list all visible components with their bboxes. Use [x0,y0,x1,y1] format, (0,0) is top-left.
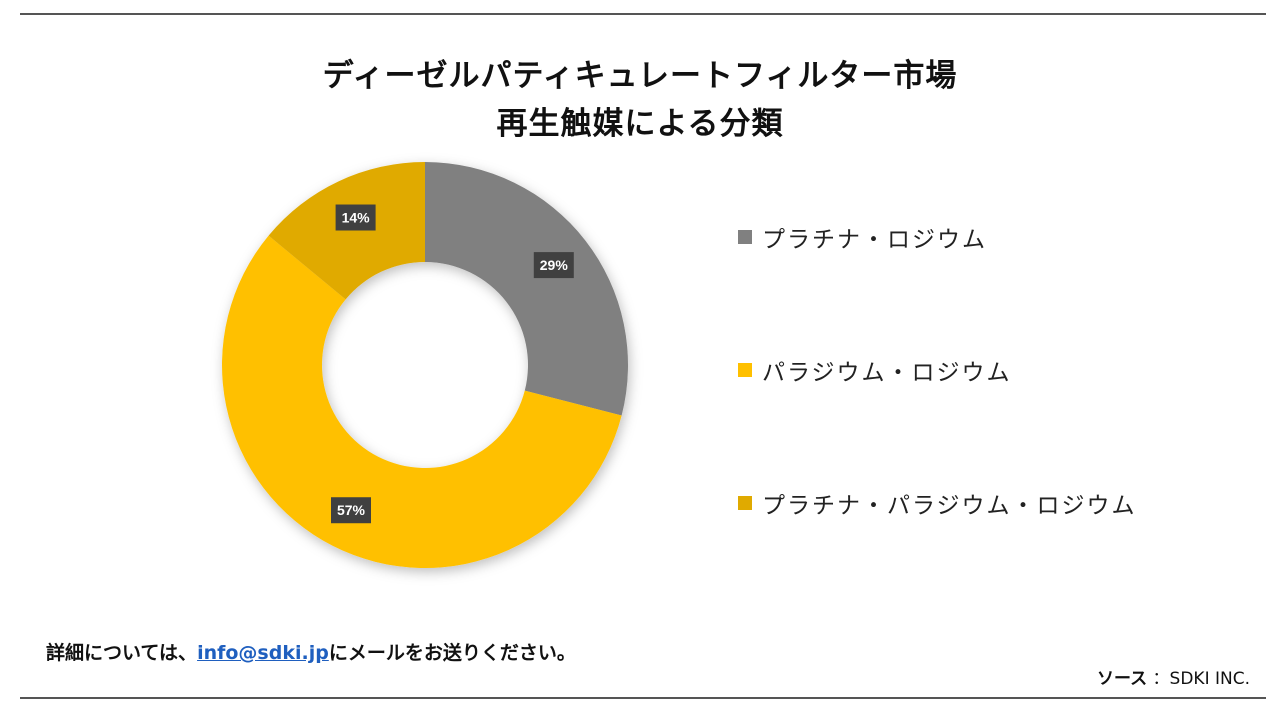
slice-data-label: 57% [330,497,371,524]
legend-item-platinum-palladium-rhodium: プラチナ・パラジウム・ロジウム [738,484,1137,522]
data-label-text: 57% [337,502,366,518]
data-label-box [330,497,371,524]
chart-title-line1: ディーゼルパティキュレートフィルター市場 [322,58,958,94]
legend-label: プラチナ・ロジウム [762,227,987,253]
data-label-box [335,204,376,231]
data-label-text: 29% [540,257,569,273]
legend-swatch [738,230,752,244]
donut-chart: 29% 57% 14% [221,162,628,569]
source-label: ソース [1096,669,1148,689]
donut-slice [221,235,622,569]
contact-prefix: 詳細については、 [46,642,198,664]
data-label-box [533,252,574,279]
data-label-text: 14% [342,210,371,226]
source-credit: ソース ：SDKI INC. [1097,664,1250,689]
slice-data-label: 29% [533,252,574,279]
source-value: ：SDKI INC. [1152,669,1250,689]
top-divider [20,13,1266,15]
contact-suffix: にメールをお送りください。 [328,642,576,664]
legend-item-palladium-rhodium: パラジウム・ロジウム [738,351,1137,389]
chart-legend: プラチナ・ロジウム パラジウム・ロジウム プラチナ・パラジウム・ロジウム [738,218,1137,617]
contact-note: 詳細については、info@sdki.jpにメールをお送りください。 [46,638,576,665]
donut-slice [268,162,425,300]
chart-title: ディーゼルパティキュレートフィルター市場 再生触媒による分類 [0,52,1280,148]
bottom-divider [20,697,1266,699]
legend-label: パラジウム・ロジウム [762,360,1012,386]
legend-swatch [738,363,752,377]
chart-title-line2: 再生触媒による分類 [496,106,784,142]
legend-item-platinum-rhodium: プラチナ・ロジウム [738,218,1137,256]
slice-data-label: 14% [335,204,376,231]
contact-email-link[interactable]: info@sdki.jp [197,642,329,664]
legend-label: プラチナ・パラジウム・ロジウム [762,493,1137,519]
donut-slice [425,162,628,416]
legend-swatch [738,496,752,510]
